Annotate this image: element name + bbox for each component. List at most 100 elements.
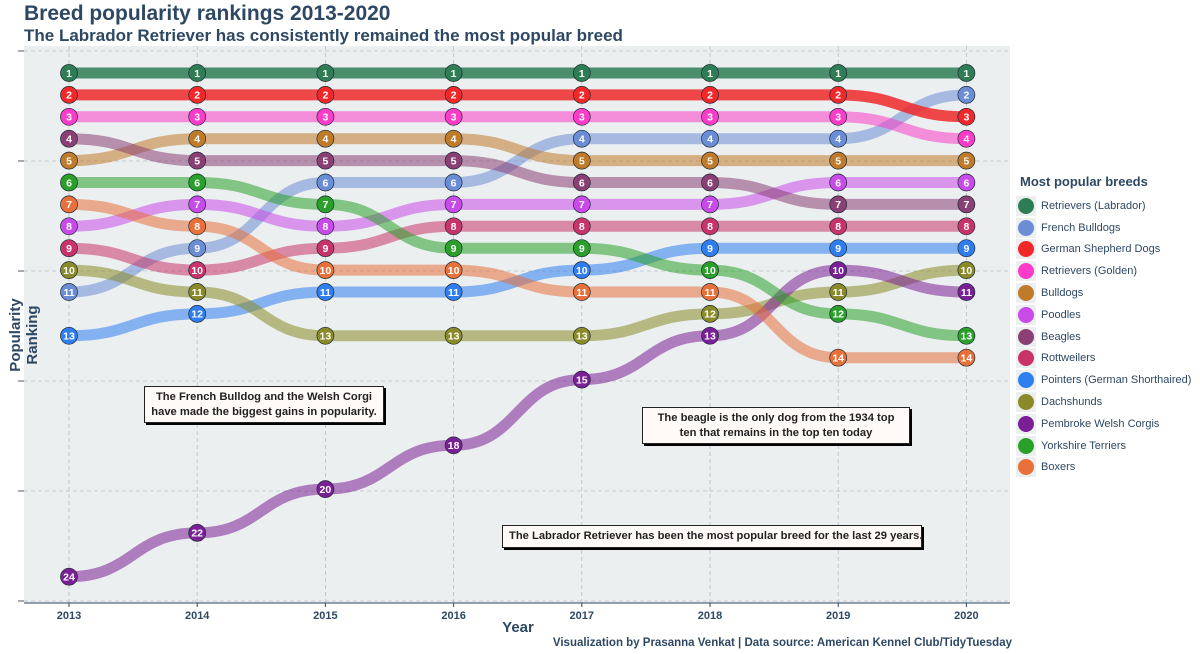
point-label: 11 — [704, 287, 715, 299]
point-label: 5 — [194, 155, 200, 167]
point-marker — [444, 436, 463, 455]
legend-swatch — [1018, 328, 1034, 345]
point-label: 5 — [579, 155, 585, 167]
chart-title: Breed popularity rankings 2013-2020 — [24, 2, 391, 25]
legend-swatch — [1018, 241, 1034, 258]
point-label: 1 — [451, 68, 457, 80]
point-label: 12 — [191, 309, 203, 321]
point-marker — [444, 64, 463, 82]
legend-key — [1016, 348, 1036, 369]
point-french-bulldogs: 9 — [188, 239, 207, 258]
point-label: 6 — [963, 177, 969, 189]
series-line-rottweilers — [63, 220, 972, 276]
legend-item: French Bulldogs — [1016, 217, 1196, 239]
point-marker — [60, 86, 78, 104]
point-german-shepherd-dogs: 2 — [444, 86, 463, 104]
x-tick-label: 2020 — [954, 610, 978, 622]
point-marker — [444, 326, 463, 345]
legend-swatch — [1018, 459, 1034, 476]
point-label: 3 — [707, 112, 713, 124]
point-label: 5 — [66, 155, 72, 167]
point-label: 7 — [451, 199, 457, 211]
point-marker — [701, 283, 719, 301]
point-beagles: 6 — [572, 173, 591, 192]
point-label: 4 — [579, 134, 585, 146]
point-marker — [957, 326, 976, 345]
point-french-bulldogs: 6 — [444, 173, 463, 192]
x-tick-label: 2019 — [826, 610, 850, 622]
point-marker — [316, 480, 335, 498]
point-label: 11 — [576, 287, 587, 299]
point-beagles: 7 — [957, 195, 976, 214]
point-retrievers-golden: 3 — [188, 107, 207, 126]
point-marker — [572, 195, 591, 214]
point-marker — [316, 217, 335, 236]
point-label: 11 — [448, 287, 459, 299]
point-pointers-german-shorthaired: 12 — [188, 305, 207, 323]
point-label: 6 — [322, 177, 328, 189]
point-label: 4 — [66, 134, 72, 146]
series-line-poodles — [63, 176, 972, 232]
point-marker — [572, 107, 591, 126]
point-pembroke-welsh-corgis: 15 — [572, 370, 591, 389]
point-dachshunds: 13 — [572, 326, 591, 345]
point-label: 20 — [320, 484, 332, 496]
point-label: 15 — [576, 374, 588, 386]
legend-swatch — [1018, 263, 1034, 280]
point-marker — [188, 129, 207, 148]
point-label: 2 — [194, 90, 200, 102]
point-label: 2 — [451, 90, 457, 102]
point-marker — [316, 129, 335, 148]
point-label: 13 — [448, 331, 460, 343]
legend-label: Pointers (German Shorthaired) — [1041, 374, 1192, 387]
x-tick-label: 2017 — [570, 610, 594, 622]
point-label: 6 — [66, 177, 72, 189]
point-boxers: 11 — [701, 283, 719, 301]
point-yorkshire-terriers: 9 — [444, 239, 463, 258]
point-label: 2 — [66, 90, 72, 102]
point-marker — [444, 173, 463, 192]
legend-item: Yorkshire Terriers — [1016, 435, 1196, 457]
point-retrievers-labrador: 1 — [829, 64, 848, 82]
point-label: 10 — [63, 265, 75, 277]
point-pointers-german-shorthaired: 10 — [572, 261, 591, 279]
point-label: 8 — [322, 221, 328, 233]
point-marker — [60, 173, 78, 192]
point-marker — [572, 283, 591, 301]
legend-label: Retrievers (Labrador) — [1041, 199, 1146, 212]
point-dachshunds: 13 — [316, 326, 335, 345]
legend-key — [1016, 195, 1036, 216]
point-dachshunds: 13 — [444, 326, 463, 345]
point-marker — [188, 151, 207, 170]
point-retrievers-golden: 4 — [957, 129, 976, 148]
point-label: 1 — [835, 68, 841, 80]
point-beagles: 7 — [829, 195, 848, 214]
point-marker — [572, 173, 591, 192]
point-label: 9 — [579, 243, 585, 255]
point-marker — [701, 151, 719, 170]
series-line-dachshunds — [63, 264, 972, 342]
point-retrievers-golden: 3 — [829, 107, 848, 126]
legend-item: Boxers — [1016, 457, 1196, 479]
point-pembroke-welsh-corgis: 18 — [444, 436, 463, 455]
point-label: 8 — [835, 221, 841, 233]
point-marker — [572, 86, 591, 104]
point-marker — [957, 348, 976, 367]
point-german-shepherd-dogs: 3 — [957, 107, 976, 126]
point-marker — [572, 261, 591, 279]
x-tick-label: 2015 — [313, 610, 337, 622]
point-yorkshire-terriers: 7 — [316, 195, 335, 214]
point-marker — [444, 129, 463, 148]
point-poodles: 7 — [701, 195, 719, 214]
point-label: 7 — [322, 199, 328, 211]
point-yorkshire-terriers: 12 — [829, 305, 848, 323]
point-poodles: 6 — [957, 173, 976, 192]
point-pointers-german-shorthaired: 9 — [957, 239, 976, 258]
point-marker — [957, 64, 976, 82]
point-marker — [957, 217, 976, 236]
point-marker — [316, 326, 335, 345]
point-label: 9 — [322, 243, 328, 255]
point-poodles: 6 — [829, 173, 848, 192]
point-pointers-german-shorthaired: 11 — [444, 283, 463, 301]
legend-swatch — [1018, 219, 1034, 236]
